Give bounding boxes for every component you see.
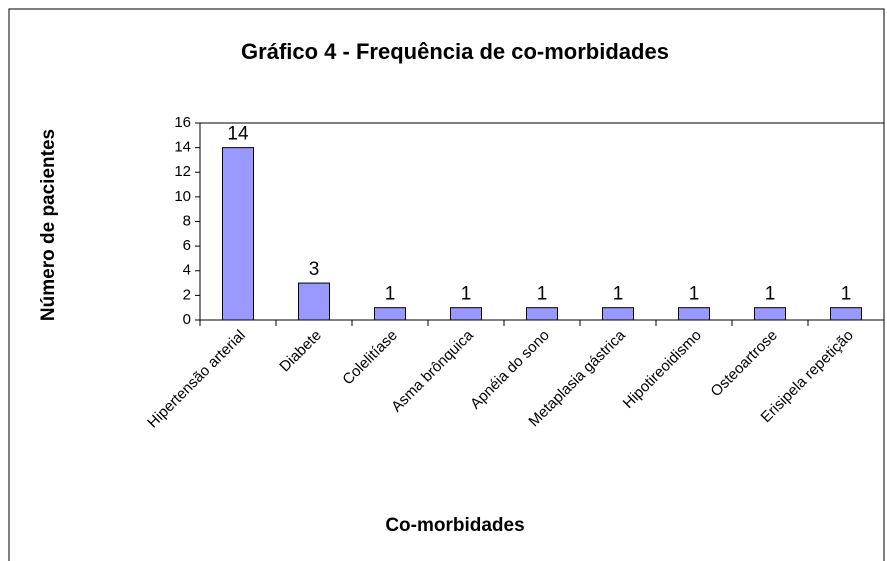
data-label: 1 [613,284,624,305]
y-axis-title: Número de pacientes [38,129,59,321]
chart-title: Gráfico 4 - Frequência de co-morbidades [241,39,669,64]
y-tick-label: 14 [174,139,191,156]
y-tick-label: 16 [174,114,191,131]
y-tick-label: 8 [183,212,191,229]
data-label: 3 [309,259,320,280]
bar [298,282,330,321]
bar [754,307,786,321]
data-label: 1 [461,284,472,305]
y-tick-label: 2 [183,286,191,303]
bar [222,147,254,321]
data-label: 1 [689,284,700,305]
chart-border [8,8,885,561]
x-axis-title: Co-morbidades [385,515,524,536]
y-tick-label: 0 [183,311,191,328]
bar [450,307,482,321]
y-tick-label: 12 [174,163,191,180]
data-label: 1 [537,284,548,305]
data-label: 1 [385,284,396,305]
y-tick-label: 4 [183,262,191,279]
bar [830,307,862,321]
data-label: 1 [765,284,776,305]
data-label: 1 [841,284,852,305]
y-tick-label: 10 [174,188,191,205]
bar [374,307,406,321]
bar [602,307,634,321]
y-tick-label: 6 [183,237,191,254]
bar [678,307,710,321]
bar [526,307,558,321]
data-label: 14 [227,124,249,145]
